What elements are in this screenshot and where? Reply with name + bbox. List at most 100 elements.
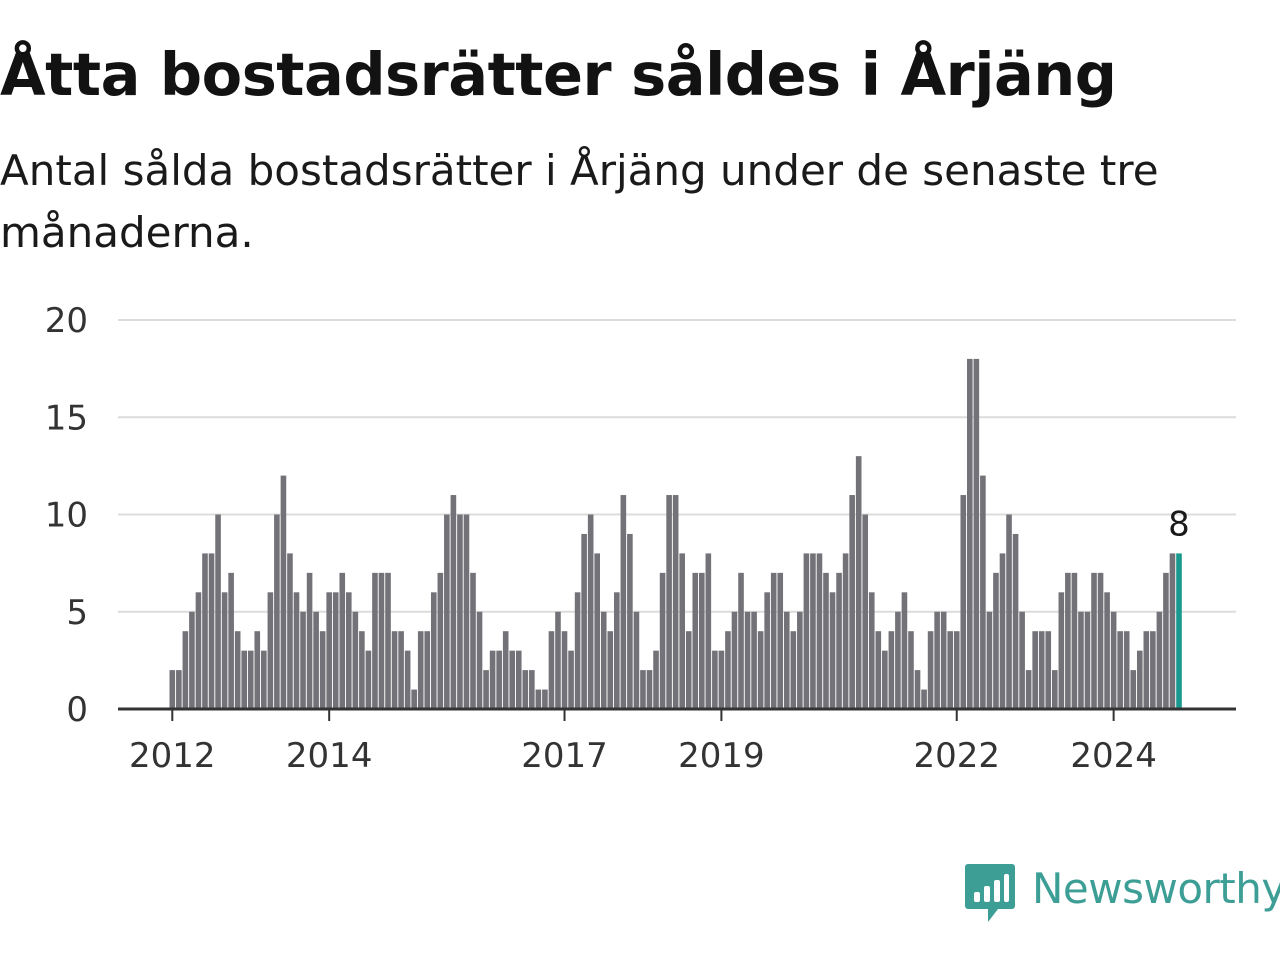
bar (450, 495, 457, 709)
x-tick-label: 2012 (129, 736, 216, 776)
bar (346, 592, 352, 709)
bar (241, 650, 248, 709)
bar (908, 631, 914, 709)
bar (888, 631, 895, 709)
last-value-label: 8 (1168, 504, 1190, 544)
bar (980, 475, 986, 709)
bar (522, 670, 529, 709)
bar (594, 553, 600, 709)
bar (718, 650, 725, 709)
bar (783, 611, 790, 709)
bar (640, 670, 646, 709)
bar (372, 572, 378, 709)
bar (424, 631, 431, 709)
bar (633, 611, 640, 709)
bar (1123, 631, 1130, 709)
bar (1143, 631, 1150, 709)
bar (509, 650, 516, 709)
axes: 0 5 10 15 20 8 2012 2014 2017 2019 2022 2024 (45, 301, 1236, 776)
bar (777, 572, 784, 709)
bar (300, 611, 306, 709)
bar (1006, 514, 1012, 709)
bar (359, 631, 365, 709)
bar (587, 514, 594, 709)
bar (391, 631, 398, 709)
bar (417, 631, 424, 709)
bar (986, 611, 993, 709)
bar (555, 611, 561, 709)
bar (751, 611, 757, 709)
bar (561, 631, 568, 709)
brand-name: Newsworthy (1032, 864, 1280, 913)
bar (842, 553, 849, 709)
bar (1065, 572, 1071, 709)
bar (1091, 572, 1097, 709)
bar (685, 631, 692, 709)
bar (411, 689, 417, 709)
bar (973, 358, 980, 709)
bar (313, 611, 319, 709)
bar (365, 650, 372, 709)
bar-chart-speech-bubble-icon (965, 864, 1015, 922)
bar (195, 592, 202, 709)
bar (1130, 670, 1137, 709)
bar (470, 572, 476, 709)
bar (600, 611, 607, 709)
bar (1169, 553, 1176, 709)
bar (221, 592, 228, 709)
bar (764, 592, 770, 709)
bar (895, 611, 901, 709)
bar (574, 592, 581, 709)
bar (757, 631, 764, 709)
bar (699, 572, 705, 709)
y-tick-label: 5 (66, 593, 88, 633)
bar (829, 592, 836, 709)
bar (306, 572, 313, 709)
bar (705, 553, 712, 709)
bar (502, 631, 509, 709)
bar (1025, 670, 1032, 709)
bar (659, 572, 666, 709)
bar (1084, 611, 1091, 709)
bar (535, 689, 542, 709)
bar (319, 631, 326, 709)
bar (202, 553, 208, 709)
bars (169, 358, 1182, 709)
bar (1019, 611, 1025, 709)
bar (1110, 611, 1117, 709)
bar (868, 592, 875, 709)
bar (332, 592, 339, 709)
bar (476, 611, 483, 709)
bar (1150, 631, 1156, 709)
bar (770, 572, 777, 709)
bar (953, 631, 960, 709)
bar (901, 592, 908, 709)
bar (1136, 650, 1143, 709)
bar (1117, 631, 1123, 709)
bar (215, 514, 221, 709)
bar (679, 553, 685, 709)
bar (627, 533, 633, 709)
bar (176, 670, 182, 709)
bar (404, 650, 411, 709)
bar (744, 611, 751, 709)
bar (568, 650, 574, 709)
bar (444, 514, 450, 709)
bar (189, 611, 195, 709)
bar (607, 631, 614, 709)
bar (326, 592, 332, 709)
bar (999, 553, 1006, 709)
bar (620, 495, 627, 709)
bar (1097, 572, 1104, 709)
bar (398, 631, 404, 709)
bar (816, 553, 823, 709)
bar (672, 495, 679, 709)
bar (483, 670, 489, 709)
bar (960, 495, 967, 709)
bar (1078, 611, 1084, 709)
bar (738, 572, 744, 709)
bar (614, 592, 620, 709)
bar (430, 592, 437, 709)
bar (228, 572, 234, 709)
bar (803, 553, 810, 709)
